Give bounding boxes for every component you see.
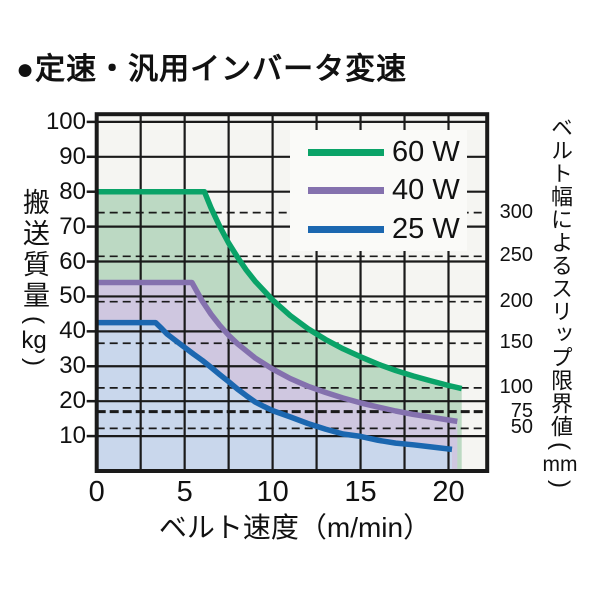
x-tick-label-0: 0 [88, 476, 105, 508]
y-tick-label-20: 20 [59, 387, 86, 415]
legend-row-40w: 40 W [290, 174, 467, 207]
series-25w-line [96, 319, 453, 453]
x-tick-label-10: 10 [256, 476, 289, 508]
legend-label-25w: 25 W [392, 212, 460, 245]
page-title: ●定速・汎用インバータ変速 [16, 53, 408, 86]
y-tick-label-40: 40 [59, 317, 86, 345]
y-tick-label-10: 10 [59, 422, 86, 450]
legend: 60 W 40 W 25 W [290, 130, 467, 251]
paren-open: ( [21, 316, 48, 324]
x-tick-label-15: 15 [344, 476, 377, 508]
paren-close: ) [21, 358, 48, 366]
legend-row-25w: 25 W [290, 213, 467, 246]
slip-label-100: 100 [499, 375, 533, 398]
legend-swatch-60w [308, 148, 384, 156]
plot-border [94, 112, 490, 473]
x-tick-label-20: 20 [432, 476, 465, 508]
paren-open: ( [547, 442, 574, 450]
x-axis-title: ベルト速度（m/min） [158, 512, 432, 543]
slip-label-200: 200 [499, 289, 533, 312]
series-60w-line [96, 188, 463, 392]
y-tick-label-30: 30 [59, 352, 86, 380]
legend-swatch-40w [308, 187, 384, 194]
slip-label-150: 150 [499, 331, 533, 354]
legend-row-60w: 60 W [290, 136, 467, 169]
paren-close: ) [547, 480, 574, 488]
y-tick-label-70: 70 [59, 212, 86, 240]
legend-label-40w: 40 W [392, 174, 460, 206]
y-tick-label-60: 60 [59, 247, 86, 275]
y2-axis-title: ベルト幅によるスリップ限界値 ( mm ) [542, 116, 578, 492]
slip-label-75: 75 [510, 399, 533, 422]
y-axis-title: 搬送質量 ( kg ) [16, 188, 52, 370]
series-40w-line [96, 279, 458, 425]
y2-axis-title-text: ベルト幅によるスリップ限界値 [548, 116, 573, 438]
x-tick-label-5: 5 [176, 476, 193, 508]
y-tick-label-100: 100 [45, 107, 86, 135]
legend-label-60w: 60 W [392, 135, 460, 168]
slip-label-50: 50 [510, 416, 533, 439]
legend-swatch-25w [308, 225, 384, 233]
y-tick-label-80: 80 [59, 177, 86, 205]
y-tick-label-90: 90 [59, 142, 86, 170]
y-tick-label-50: 50 [59, 282, 86, 310]
y-axis-title-text: 搬送質量 [19, 188, 49, 312]
y-axis-unit: kg [21, 327, 47, 354]
y2-axis-unit: mm [542, 453, 578, 476]
slip-label-300: 300 [499, 200, 533, 223]
slip-label-250: 250 [499, 244, 533, 267]
